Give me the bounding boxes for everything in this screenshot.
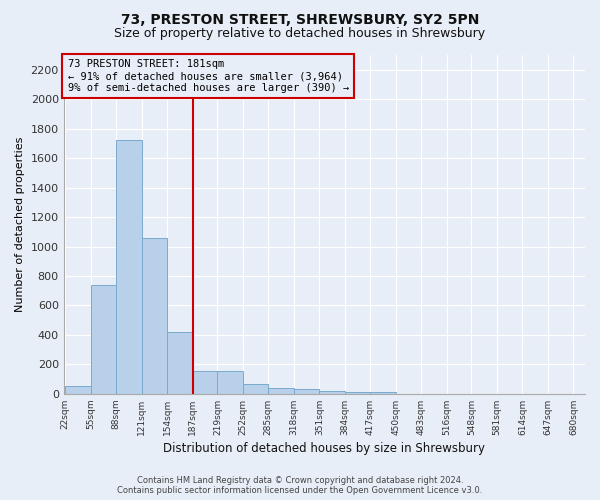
Bar [370, 392, 396, 394]
Y-axis label: Number of detached properties: Number of detached properties [15, 136, 25, 312]
Text: 73, PRESTON STREET, SHREWSBURY, SY2 5PN: 73, PRESTON STREET, SHREWSBURY, SY2 5PN [121, 12, 479, 26]
Bar [193, 371, 218, 394]
Bar [243, 384, 268, 394]
Bar [142, 238, 167, 394]
X-axis label: Distribution of detached houses by size in Shrewsbury: Distribution of detached houses by size … [163, 442, 485, 455]
Bar [217, 371, 243, 394]
Bar [345, 392, 370, 394]
Bar [268, 388, 294, 394]
Bar [65, 386, 91, 394]
Bar [167, 332, 193, 394]
Bar [294, 390, 319, 394]
Text: Size of property relative to detached houses in Shrewsbury: Size of property relative to detached ho… [115, 28, 485, 40]
Bar [319, 391, 345, 394]
Text: Contains HM Land Registry data © Crown copyright and database right 2024.
Contai: Contains HM Land Registry data © Crown c… [118, 476, 482, 495]
Bar [91, 285, 116, 394]
Bar [116, 140, 142, 394]
Text: 73 PRESTON STREET: 181sqm
← 91% of detached houses are smaller (3,964)
9% of sem: 73 PRESTON STREET: 181sqm ← 91% of detac… [68, 60, 349, 92]
